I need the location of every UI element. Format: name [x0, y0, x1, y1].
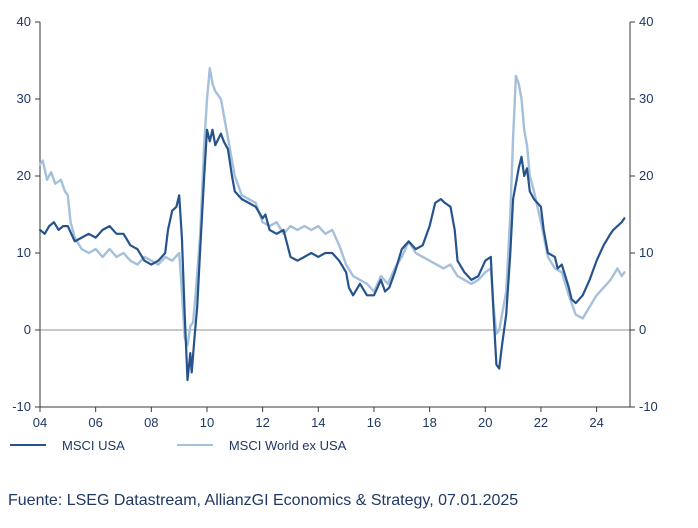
source-note: Fuente: LSEG Datastream, AllianzGI Econo… — [8, 492, 519, 509]
msci-usa-line-swatch — [10, 444, 46, 446]
x-tick-label: 24 — [589, 415, 603, 430]
x-tick-label: 12 — [255, 415, 269, 430]
y-tick-label-left: 40 — [17, 14, 31, 29]
x-tick-label: 06 — [88, 415, 102, 430]
x-tick-label: 10 — [200, 415, 214, 430]
msci-world-ex-usa-line — [38, 66, 626, 347]
msci-usa-line — [38, 128, 626, 382]
chart-legend: MSCI USA MSCI World ex USA — [0, 434, 698, 456]
msci-world-ex-usa-line-swatch — [176, 444, 213, 446]
x-tick-label: 16 — [367, 415, 381, 430]
legend-item-msci-usa: MSCI USA — [10, 438, 125, 453]
legend-label-msci-world-ex-usa: MSCI World ex USA — [228, 437, 347, 453]
y-tick-label-right: 0 — [639, 322, 646, 337]
x-tick-label: 04 — [33, 415, 47, 430]
y-tick-label-right: -10 — [639, 399, 658, 414]
legend-item-msci-world-ex-usa: MSCI World ex USA — [176, 437, 347, 453]
y-tick-label-left: 10 — [17, 245, 31, 260]
x-tick-label: 20 — [478, 415, 492, 430]
y-tick-label-left: 0 — [24, 322, 31, 337]
y-tick-label-right: 10 — [639, 245, 653, 260]
x-tick-label: 22 — [534, 415, 548, 430]
y-tick-label-left: -10 — [12, 399, 31, 414]
y-tick-label-right: 40 — [639, 14, 653, 29]
y-tick-label-right: 30 — [639, 91, 653, 106]
x-tick-label: 18 — [422, 415, 436, 430]
x-tick-label: 14 — [311, 415, 325, 430]
legend-label-msci-usa: MSCI USA — [62, 437, 125, 453]
y-tick-label-left: 20 — [17, 168, 31, 183]
y-tick-label-right: 20 — [639, 168, 653, 183]
y-tick-label-left: 30 — [17, 91, 31, 106]
x-tick-label: 08 — [144, 415, 158, 430]
